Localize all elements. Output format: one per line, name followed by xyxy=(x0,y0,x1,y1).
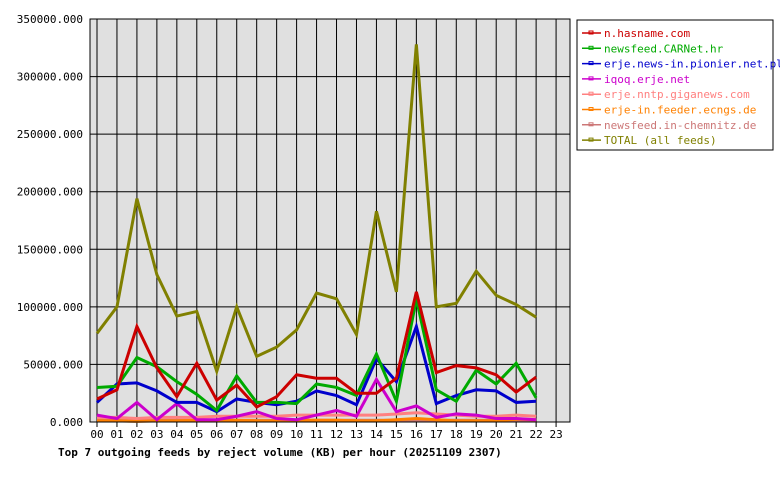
y-tick-label: 200000.000 xyxy=(17,186,83,199)
legend-entry: erje.news-in.pionier.net.pl xyxy=(604,58,780,71)
x-tick-label: 13 xyxy=(350,428,363,441)
y-tick-label: 100000.000 xyxy=(17,301,83,314)
y-tick-label: 250000.000 xyxy=(17,128,83,141)
x-tick-label: 14 xyxy=(370,428,384,441)
y-tick-label: 150000.000 xyxy=(17,243,83,256)
y-tick-label: 50000.000 xyxy=(23,358,83,371)
x-tick-label: 17 xyxy=(430,428,443,441)
legend-entry: erje.nntp.giganews.com xyxy=(604,88,750,101)
x-tick-label: 02 xyxy=(130,428,143,441)
x-tick-label: 15 xyxy=(390,428,403,441)
x-tick-label: 21 xyxy=(510,428,523,441)
series-line-3 xyxy=(96,376,537,422)
y-tick-label: 350000.000 xyxy=(17,13,83,26)
legend-marker xyxy=(588,107,594,111)
x-axis: 00 01 02 03 04 05 06 07 08 09 10 11 12 13 14 15 16 17 18 19… xyxy=(90,428,562,441)
legend-entry: iqoq.erje.net xyxy=(604,73,690,86)
legend-marker xyxy=(588,91,594,96)
x-tick-label: 04 xyxy=(170,428,184,441)
series-lines xyxy=(95,44,538,423)
legend-entry: TOTAL (all feeds) xyxy=(604,134,717,147)
series-line-1 xyxy=(96,298,538,413)
legend-entry: erje-in.feeder.ecngs.de xyxy=(604,104,756,117)
x-tick-label: 23 xyxy=(549,428,562,441)
x-tick-label: 16 xyxy=(410,428,423,441)
legend: n.hasname.com newsfeed.CARNet.hr erje.news… xyxy=(576,19,780,151)
legend-entry: newsfeed.CARNet.hr xyxy=(604,42,724,55)
legend-marker xyxy=(588,76,594,81)
x-tick-label: 07 xyxy=(230,428,243,441)
x-tick-label: 10 xyxy=(290,428,303,441)
legend-entry: newsfeed.in-chemnitz.de xyxy=(604,119,756,132)
legend-marker xyxy=(588,61,594,66)
x-tick-label: 03 xyxy=(150,428,163,441)
legend-marker xyxy=(588,137,594,142)
series-line-7 xyxy=(95,44,537,377)
x-tick-label: 18 xyxy=(450,428,463,441)
x-tick-label: 20 xyxy=(490,428,503,441)
series-line-5 xyxy=(97,417,537,423)
x-tick-label: 09 xyxy=(270,428,283,441)
legend-marker xyxy=(588,122,594,127)
plot-border xyxy=(89,18,571,423)
legend-marker xyxy=(588,45,594,50)
y-tick-label: 300000.000 xyxy=(17,71,83,84)
series-line-0 xyxy=(96,291,538,409)
x-tick-label: 12 xyxy=(330,428,343,441)
y-tick-label: 0.000 xyxy=(50,416,83,429)
x-tick-label: 08 xyxy=(250,428,263,441)
x-tick-label: 22 xyxy=(529,428,542,441)
legend-entry: n.hasname.com xyxy=(604,27,690,40)
x-tick-label: 00 xyxy=(90,428,103,441)
x-tick-label: 19 xyxy=(470,428,483,441)
x-tick-label: 01 xyxy=(110,428,123,441)
y-axis: 0.000 50000.000 100000.000 150000.000 200000… xyxy=(17,13,83,429)
x-tick-label: 06 xyxy=(210,428,223,441)
x-tick-label: 11 xyxy=(310,428,323,441)
legend-marker xyxy=(588,30,594,35)
plot-background xyxy=(90,19,570,422)
x-tick-label: 05 xyxy=(190,428,203,441)
chart-title: Top 7 outgoing feeds by reject volume (K… xyxy=(58,446,502,459)
